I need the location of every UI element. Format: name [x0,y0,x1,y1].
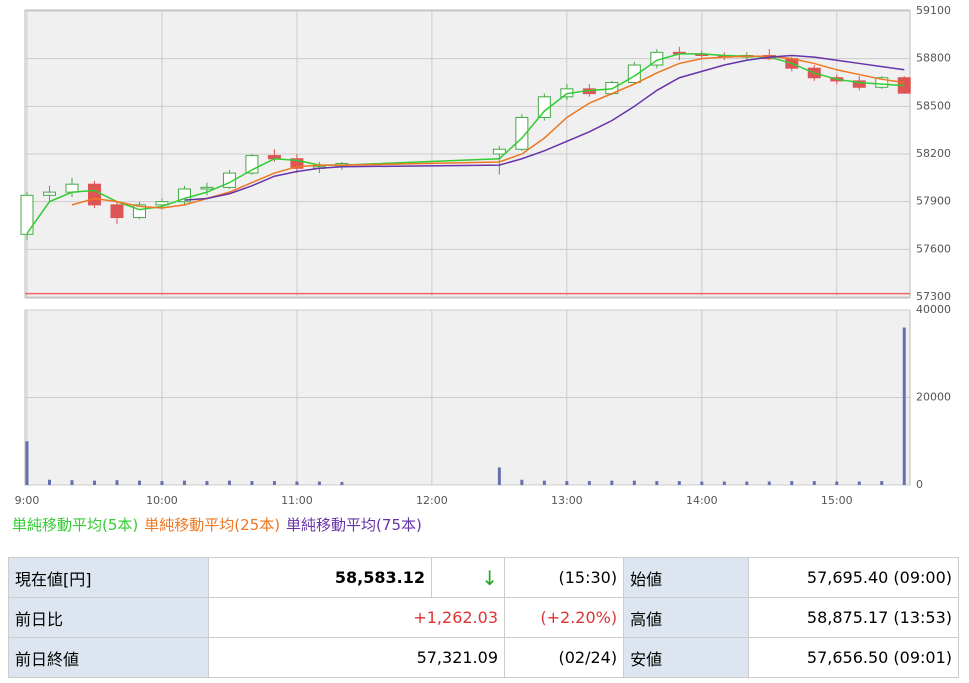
volume-bar [610,480,614,485]
cell: 58,583.12 [208,557,432,598]
cell: (02/24) [503,637,625,678]
candle-body [20,194,34,235]
volume-bar [565,481,569,485]
volume-bar [92,480,96,485]
volume-bar [272,481,276,485]
candle-body [290,158,304,169]
candle-body [875,77,889,88]
chart: 9:00 10:00 11:00 12:00 13:00 14:00 15:00 57300 5… [15,4,951,507]
volume-bar [295,481,299,485]
volume-bar [812,481,816,485]
volume-bar [47,479,51,485]
volume-bar [902,327,906,485]
volume-bar [317,481,321,485]
x-tick-label: 14:00 [686,494,718,507]
y-tick-label: 58800 [916,52,951,65]
candle-body [155,201,169,206]
cell: 始値 [623,557,750,598]
volume-bar [767,481,771,485]
candle-body [65,183,79,193]
volume-bar [160,481,164,485]
y-tick-label: 58200 [916,147,951,160]
volume-bar [25,441,29,485]
volume-bar [880,481,884,485]
y-tick-label: 57300 [916,290,951,303]
volume-bar [722,481,726,485]
y-tick-label: 0 [916,478,923,491]
y-tick-label: 20000 [916,391,951,404]
y-tick-label: 40000 [916,303,951,316]
x-tick-label: 9:00 [15,494,40,507]
volume-bar [115,480,119,485]
cell: 前日終値 [8,637,209,678]
volume-bar [587,481,591,485]
x-tick-label: 13:00 [551,494,583,507]
ma-line [71,55,905,209]
cell: 58,875.17 (13:53) [748,597,959,638]
volume-bar [497,467,501,485]
candle-body [200,186,214,190]
legend: 単純移動平均(5本) 単純移動平均(25本) 単純移動平均(75本) [12,514,428,535]
volume-bar [250,481,254,485]
y-tick-label: 59100 [916,4,951,17]
volume-bar [632,480,636,485]
cell: 現在値[円] [8,557,209,598]
cell: (15:30) [503,557,625,598]
candle-body [87,183,101,206]
x-tick-label: 12:00 [416,494,448,507]
volume-bar [340,481,344,485]
y-tick-label: 58500 [916,99,951,112]
y-tick-label: 57600 [916,242,951,255]
volume-bar [857,481,861,485]
volume-bar [137,480,141,485]
cell: ↓ [431,557,505,598]
candle-body [492,148,506,155]
volume-bar [655,481,659,485]
x-tick-label: 11:00 [281,494,313,507]
volume-bar [70,480,74,485]
volume-bar [835,481,839,485]
legend-entry: 単純移動平均(75本) [286,516,422,534]
legend-entry: 単純移動平均(25本) [144,516,281,534]
quote-table: 現在値[円] 58,583.12 ↓ (15:30) 始値 57,695.40 (09:0… [8,557,959,678]
candle-body [110,204,124,219]
volume-bar [677,481,681,485]
volume-bar [205,481,209,485]
volume-bar [745,481,749,485]
x-tick-label: 10:00 [146,494,178,507]
cell: (+2.20%) [503,597,625,638]
candle-body [177,188,191,203]
volume-bar [542,480,546,485]
volume-bar [700,481,704,485]
ma-line [26,53,905,234]
cell: 安値 [623,637,750,678]
cell: +1,262.03 [208,597,505,638]
cell: 高値 [623,597,750,638]
y-tick-label: 57900 [916,195,951,208]
volume-bar [227,480,231,485]
cell: 前日比 [8,597,209,638]
candle-body [42,191,56,196]
volume-bar [182,480,186,485]
volume-bar [520,479,524,485]
candle-body [852,80,866,88]
cell: 57,695.40 (09:00) [748,557,959,598]
cell: 57,656.50 (09:01) [748,637,959,678]
legend-entry: 単純移動平均(5本) [12,516,139,534]
cell: 57,321.09 [208,637,505,678]
x-tick-label: 15:00 [821,494,853,507]
ma-line [184,54,905,201]
volume-bar [790,481,794,485]
